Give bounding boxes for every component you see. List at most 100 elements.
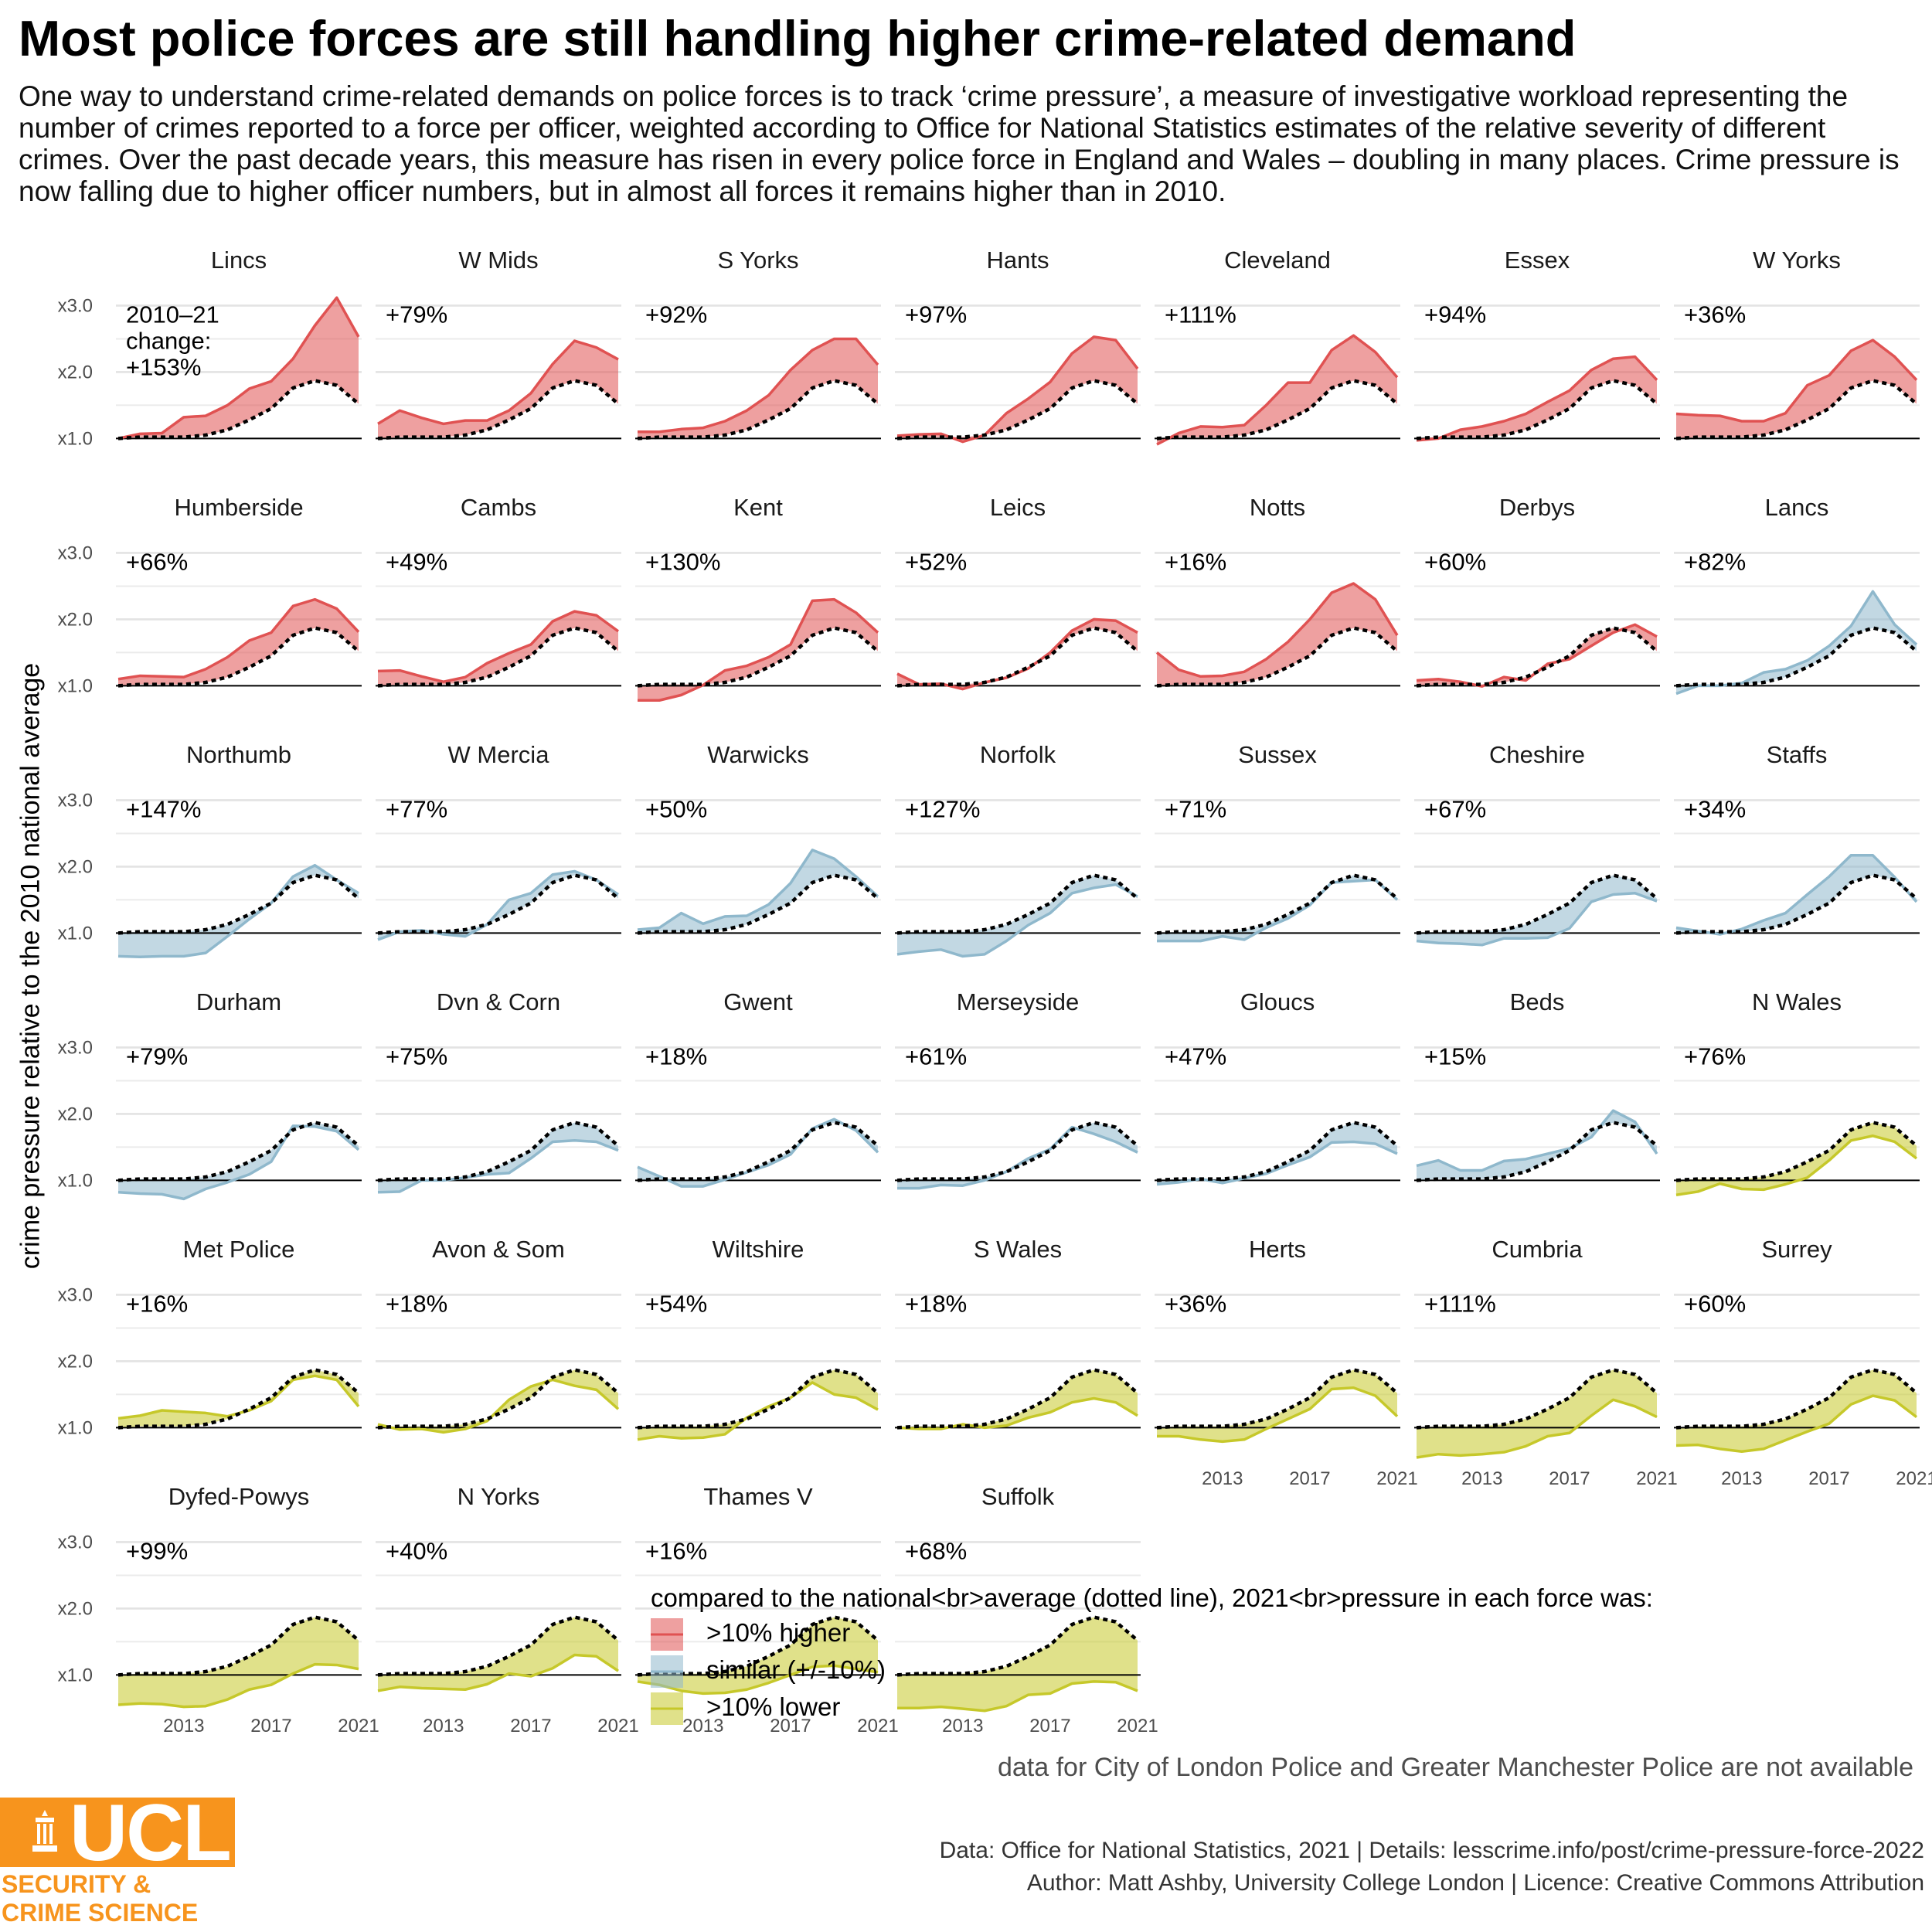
difference-area	[1676, 1369, 1917, 1452]
national-average-line	[896, 626, 1139, 688]
panel-title: Sussex	[1238, 741, 1317, 768]
difference-area	[378, 1617, 618, 1691]
national-average-line	[896, 1368, 1139, 1430]
force-line	[896, 883, 1138, 958]
panel-title: Warwicks	[707, 741, 808, 768]
legend-label-higher: >10% higher	[706, 1618, 851, 1647]
national-average-line	[1675, 1368, 1918, 1430]
difference-area	[1676, 591, 1917, 694]
panel-title: Norfolk	[980, 741, 1056, 768]
legend-key-similar	[651, 1655, 683, 1688]
change-label: +34%	[1684, 795, 1746, 822]
y-tick-label: x2.0	[58, 362, 93, 383]
panel-wiltshire: Wiltshire+54%	[635, 1236, 881, 1441]
legend-label-similar: similar (+/-10%)	[706, 1655, 886, 1684]
change-label: +18%	[645, 1043, 707, 1070]
force-line	[1157, 1386, 1399, 1444]
panel-notts: Notts +16%	[1155, 494, 1400, 688]
difference-area	[897, 1369, 1138, 1430]
panel-title: Suffolk	[981, 1483, 1055, 1510]
panel-suffolk: Suffolk +68% 2013 2017 2021	[895, 1483, 1158, 1736]
panel-warwicks: Warwicks+50%	[635, 741, 881, 935]
panel-title: Hants	[987, 247, 1049, 274]
change-label: +60%	[1684, 1290, 1746, 1317]
change-label: +111%	[1424, 1290, 1496, 1317]
y-tick-label: x1.0	[58, 675, 93, 696]
change-label: +16%	[645, 1537, 707, 1564]
x-tick-label: 2021	[1117, 1716, 1158, 1736]
force-line	[896, 335, 1139, 444]
credit-data-line: Data: Office for National Statistics, 20…	[939, 1838, 1924, 1863]
national-average-line	[377, 1368, 620, 1430]
national-average-line	[1156, 1368, 1399, 1430]
difference-area	[897, 336, 1138, 442]
x-tick-label: 2017	[250, 1716, 291, 1736]
change-label: +94%	[1424, 301, 1486, 328]
national-average-line	[1156, 1121, 1399, 1182]
national-average-line	[117, 626, 360, 688]
change-label: +52%	[905, 548, 967, 575]
ucl-logo-box: UCL	[0, 1793, 235, 1873]
national-average-line	[377, 1615, 620, 1677]
difference-area	[118, 865, 359, 957]
panel-title: Northumb	[186, 741, 291, 768]
x-tick-label: 2021	[1376, 1468, 1417, 1489]
force-line	[117, 1374, 360, 1420]
change-label-heading-2: change:	[126, 327, 211, 354]
force-line	[896, 1396, 1138, 1430]
panel-title: Lancs	[1765, 494, 1829, 521]
national-average-line	[896, 379, 1139, 440]
y-tick-label: x1.0	[58, 1665, 93, 1685]
panel-essex: Essex +94%	[1414, 247, 1660, 442]
panel-w-mids: W Mids +79%	[376, 247, 621, 440]
panel-durham: Durham +79% x1.0 x2.0 x3.0	[58, 988, 362, 1201]
force-line	[117, 1124, 360, 1201]
force-line	[637, 1117, 879, 1188]
panel-surrey: Surrey +60% 2013 2017 2021	[1674, 1236, 1932, 1489]
change-label: +92%	[645, 301, 707, 328]
national-average-line	[637, 1368, 879, 1430]
force-line	[1157, 878, 1399, 943]
panel-derbys: Derbys +60%	[1414, 494, 1660, 688]
panel-title: Notts	[1250, 494, 1305, 521]
change-label: +18%	[386, 1290, 447, 1317]
x-tick-label: 2021	[597, 1716, 638, 1736]
legend-item-higher: >10% higher	[651, 1614, 1653, 1651]
change-label: +153%	[126, 353, 201, 380]
national-average-line	[1156, 873, 1399, 935]
force-line	[1675, 338, 1918, 423]
x-tick-label: 2013	[1721, 1468, 1762, 1489]
force-line	[1416, 623, 1658, 688]
legend-key-lower	[651, 1692, 683, 1725]
change-label: +50%	[645, 795, 707, 822]
difference-area	[1676, 340, 1917, 439]
difference-area	[118, 298, 359, 439]
panel-beds: Beds +15%	[1414, 988, 1660, 1182]
change-label: +18%	[905, 1290, 967, 1317]
panel-title: Dyfed-Powys	[168, 1483, 310, 1510]
x-tick-label: 2013	[423, 1716, 464, 1736]
difference-area	[1157, 1369, 1397, 1442]
panel-humberside: Humberside +66% x1.0 x2.0 x3.0	[58, 494, 362, 696]
national-average-line	[896, 873, 1139, 935]
force-line	[377, 1378, 620, 1434]
panel-staffs: Staffs +34%	[1674, 741, 1920, 936]
y-tick-label: x2.0	[58, 1598, 93, 1619]
change-label: +79%	[386, 301, 447, 328]
difference-area	[1417, 624, 1657, 687]
y-tick-label: x2.0	[58, 856, 93, 877]
national-average-line	[637, 873, 879, 935]
change-label: +99%	[126, 1537, 188, 1564]
x-tick-label: 2013	[163, 1716, 204, 1736]
panel-merseyside: Merseyside +61%	[895, 988, 1141, 1190]
x-tick-label: 2017	[1029, 1716, 1070, 1736]
force-line	[637, 849, 879, 931]
difference-area	[378, 1122, 618, 1192]
panel-title: S Yorks	[717, 247, 798, 274]
national-average-line	[1675, 379, 1918, 440]
force-line	[896, 617, 1138, 691]
x-tick-label: 2013	[682, 1716, 723, 1736]
x-tick-label: 2017	[1808, 1468, 1849, 1489]
national-average-line	[896, 1121, 1139, 1182]
panel-title: Kent	[733, 494, 783, 521]
